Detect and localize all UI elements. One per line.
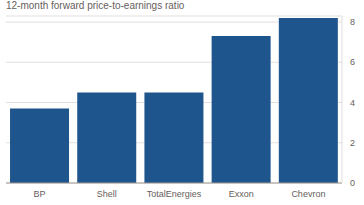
svg-text:TotalEnergies: TotalEnergies xyxy=(147,189,202,199)
svg-text:4: 4 xyxy=(350,98,355,108)
svg-text:Chevron: Chevron xyxy=(291,189,325,199)
html-text:12-month forward price-to-earn: 12-month forward price-to-earnings ratio xyxy=(6,0,185,11)
svg-text:2: 2 xyxy=(350,138,355,148)
svg-text:Shell: Shell xyxy=(97,189,117,199)
svg-text:8: 8 xyxy=(350,17,355,27)
svg-text:BP: BP xyxy=(34,189,46,199)
svg-text:Exxon: Exxon xyxy=(229,189,254,199)
svg-text:6: 6 xyxy=(350,57,355,67)
svg-text:0: 0 xyxy=(350,178,355,188)
